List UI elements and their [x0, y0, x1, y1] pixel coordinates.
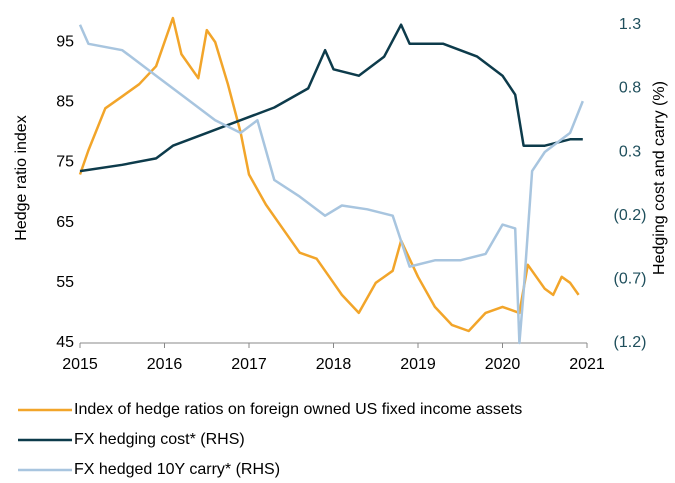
- x-tick-label: 2017: [231, 356, 267, 373]
- y2-tick-label: (1.2): [614, 334, 647, 351]
- y2-tick-label: 0.8: [619, 80, 641, 97]
- y-tick-label: 65: [56, 214, 74, 231]
- y2-tick-label: 0.3: [619, 143, 641, 160]
- series-line: [79, 23, 583, 173]
- y2-axis-title: Hedging cost and carry (%): [651, 81, 668, 275]
- y-tick-label: 95: [56, 33, 74, 50]
- legend-label: FX hedging cost* (RHS): [74, 431, 245, 448]
- y-tick-label: 45: [56, 334, 74, 351]
- x-tick-label: 2015: [62, 356, 98, 373]
- y-tick-label: 75: [56, 154, 74, 171]
- legend-label: FX hedged 10Y carry* (RHS): [74, 461, 280, 478]
- y-axis-title: Hedge ratio index: [13, 115, 30, 240]
- y2-tick-label: (0.2): [614, 207, 647, 224]
- x-tick-label: 2018: [316, 356, 352, 373]
- x-tick-label: 2016: [147, 356, 183, 373]
- series-line: [78, 24, 584, 345]
- x-tick-label: 2020: [485, 356, 521, 373]
- x-tick-label: 2021: [569, 356, 605, 373]
- y2-tick-label: (0.7): [614, 271, 647, 288]
- x-tick-label: 2019: [400, 356, 436, 373]
- series-line: [78, 16, 580, 333]
- y-tick-label: 85: [56, 93, 74, 110]
- y2-tick-label: 1.3: [619, 16, 641, 33]
- y-tick-label: 55: [56, 274, 74, 291]
- legend-label: Index of hedge ratios on foreign owned U…: [74, 401, 522, 418]
